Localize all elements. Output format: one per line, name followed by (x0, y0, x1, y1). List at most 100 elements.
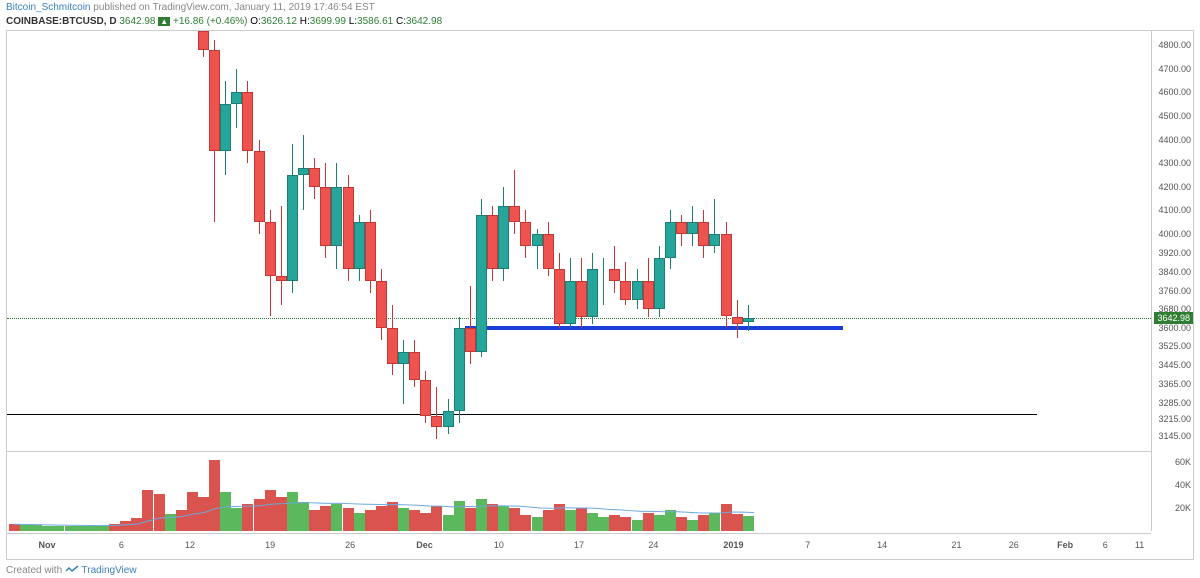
candle[interactable] (387, 31, 398, 451)
volume-bar[interactable] (365, 510, 376, 531)
volume-bar[interactable] (431, 506, 442, 531)
candle[interactable] (420, 31, 431, 451)
volume-bar[interactable] (209, 460, 220, 531)
volume-bar[interactable] (31, 525, 42, 531)
candle[interactable] (154, 31, 165, 451)
candle[interactable] (398, 31, 409, 451)
candle[interactable] (554, 31, 565, 451)
candle[interactable] (509, 31, 520, 451)
candle[interactable] (409, 31, 420, 451)
volume-bar[interactable] (42, 526, 53, 531)
volume-bar[interactable] (698, 515, 709, 531)
volume-bar[interactable] (287, 492, 298, 531)
candle[interactable] (698, 31, 709, 451)
volume-bar[interactable] (576, 508, 587, 531)
candle[interactable] (576, 31, 587, 451)
volume-bar[interactable] (609, 515, 620, 531)
candle[interactable] (643, 31, 654, 451)
volume-bar[interactable] (721, 504, 732, 531)
volume-bar[interactable] (643, 513, 654, 531)
candle[interactable] (298, 31, 309, 451)
volume-bar[interactable] (176, 510, 187, 531)
candle[interactable] (543, 31, 554, 451)
candle[interactable] (376, 31, 387, 451)
candle[interactable] (331, 31, 342, 451)
volume-bar[interactable] (165, 514, 176, 531)
volume-bar[interactable] (454, 501, 465, 531)
candle[interactable] (65, 31, 76, 451)
candle[interactable] (365, 31, 376, 451)
volume-bar[interactable] (53, 526, 64, 531)
candle[interactable] (53, 31, 64, 451)
volume-bar[interactable] (142, 490, 153, 531)
volume-bar[interactable] (76, 526, 87, 531)
volume-bar[interactable] (398, 508, 409, 531)
candle[interactable] (76, 31, 87, 451)
volume-bar[interactable] (276, 497, 287, 531)
volume-bar[interactable] (87, 526, 98, 531)
candle[interactable] (476, 31, 487, 451)
candle[interactable] (532, 31, 543, 451)
candle[interactable] (609, 31, 620, 451)
volume-bar[interactable] (487, 504, 498, 531)
volume-bar[interactable] (709, 513, 720, 531)
volume-bar[interactable] (320, 506, 331, 531)
volume-bar[interactable] (498, 506, 509, 531)
volume-bar[interactable] (443, 515, 454, 531)
candle[interactable] (142, 31, 153, 451)
volume-bar[interactable] (420, 513, 431, 531)
volume-bar[interactable] (309, 510, 320, 531)
candle[interactable] (31, 31, 42, 451)
candle[interactable] (220, 31, 231, 451)
chart-container[interactable]: Nov6121926Dec10172420197142126Feb611 480… (6, 30, 1194, 560)
volume-bar[interactable] (620, 517, 631, 531)
candle[interactable] (198, 31, 209, 451)
candle[interactable] (242, 31, 253, 451)
candle[interactable] (187, 31, 198, 451)
candle[interactable] (276, 31, 287, 451)
candle[interactable] (165, 31, 176, 451)
volume-bar[interactable] (554, 504, 565, 531)
volume-bar[interactable] (109, 524, 120, 531)
volume-bar[interactable] (465, 508, 476, 531)
volume-bar[interactable] (520, 515, 531, 531)
volume-bar[interactable] (9, 524, 20, 531)
candle[interactable] (487, 31, 498, 451)
volume-bar[interactable] (187, 492, 198, 531)
volume-bar[interactable] (154, 494, 165, 531)
volume-bar[interactable] (598, 517, 609, 531)
candle[interactable] (309, 31, 320, 451)
candle[interactable] (687, 31, 698, 451)
volume-bar[interactable] (20, 525, 31, 531)
candle[interactable] (20, 31, 31, 451)
candle[interactable] (343, 31, 354, 451)
volume-bar[interactable] (120, 521, 131, 531)
volume-bar[interactable] (532, 517, 543, 531)
candle[interactable] (265, 31, 276, 451)
volume-bar[interactable] (665, 510, 676, 531)
volume-bar[interactable] (331, 504, 342, 531)
candle[interactable] (176, 31, 187, 451)
candle[interactable] (87, 31, 98, 451)
candle[interactable] (465, 31, 476, 451)
volume-bar[interactable] (376, 506, 387, 531)
volume-bar[interactable] (65, 526, 76, 531)
candle[interactable] (498, 31, 509, 451)
candle[interactable] (254, 31, 265, 451)
candle[interactable] (454, 31, 465, 451)
volume-bar[interactable] (632, 520, 643, 531)
author-link[interactable]: Bitcoin_Schmitcoin (6, 2, 90, 13)
candle[interactable] (565, 31, 576, 451)
volume-bar[interactable] (198, 497, 209, 531)
volume-bar[interactable] (476, 499, 487, 531)
candle[interactable] (109, 31, 120, 451)
volume-bar[interactable] (565, 510, 576, 531)
volume-bar[interactable] (676, 517, 687, 531)
volume-bar[interactable] (654, 515, 665, 531)
volume-bar[interactable] (231, 508, 242, 531)
volume-bar[interactable] (387, 502, 398, 531)
candle[interactable] (131, 31, 142, 451)
volume-bar[interactable] (242, 504, 253, 531)
volume-bar[interactable] (254, 499, 265, 531)
candle[interactable] (431, 31, 442, 451)
